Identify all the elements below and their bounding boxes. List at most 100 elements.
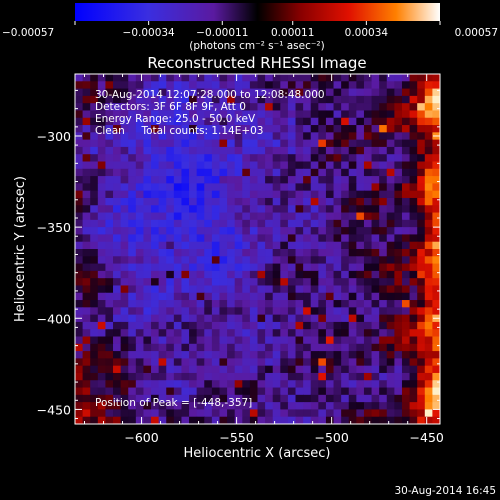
heatmap-cell [363,74,373,82]
heatmap-cell [135,74,145,82]
heatmap-cell [432,249,440,257]
heatmap-cell [379,358,388,367]
heatmap-cell [196,219,205,228]
heatmap-cell [234,168,243,177]
heatmap-cell [158,74,167,82]
heatmap-cell [135,285,145,294]
heatmap-cell [432,292,440,301]
heatmap-cell [151,197,160,206]
heatmap-cell [90,95,99,104]
heatmap-cell [128,197,137,206]
heatmap-cell [227,300,236,308]
heatmap-cell [211,103,221,112]
heatmap-cell [325,343,335,352]
heatmap-cell [90,314,99,323]
heatmap-cell [211,343,221,352]
heatmap-cell [189,394,198,403]
heatmap-cell [394,183,403,192]
heatmap-cell [90,205,99,214]
heatmap-cell [90,358,99,367]
heatmap-cell [325,300,335,308]
heatmap-cell [173,402,183,411]
heatmap-cell [401,74,411,82]
heatmap-cell [151,212,160,221]
heatmap-cell [280,380,289,389]
heatmap-cell [341,402,350,411]
heatmap-cell [257,88,266,97]
heatmap-cell [242,387,251,396]
heatmap-cell [333,307,342,316]
heatmap-cell [120,154,129,163]
heatmap-cell [417,132,426,141]
heatmap-cell [363,343,373,352]
heatmap-cell [310,409,319,418]
heatmap-cell [363,409,373,418]
heatmap-cell [204,183,213,192]
heatmap-cell [287,300,297,308]
heatmap-cell [128,285,137,294]
heatmap-cell [151,88,160,97]
heatmap-cell [386,249,395,257]
heatmap-cell [379,321,388,330]
heatmap-cell [303,409,312,418]
heatmap-cell [242,307,251,316]
heatmap-cell [189,249,198,257]
heatmap-cell [189,402,198,411]
heatmap-cell [303,380,312,389]
heatmap-cell [424,351,433,359]
footer-timestamp: 30-Aug-2014 16:45 [394,485,496,497]
heatmap-cell [75,336,84,345]
heatmap-cell [333,234,342,243]
heatmap-cell [432,154,440,163]
heatmap-cell [394,110,403,119]
heatmap-cell [417,110,426,119]
heatmap-cell [363,394,373,403]
heatmap-cell [105,292,114,301]
heatmap-cell [135,81,145,90]
heatmap-cell [219,212,228,221]
heatmap-cell [356,117,365,126]
heatmap-cell [333,139,342,148]
heatmap-cell [409,117,418,126]
heatmap-cell [227,176,236,184]
heatmap-cell [394,212,403,221]
heatmap-cell [341,241,350,250]
heatmap-cell [401,161,411,170]
heatmap-cell [151,132,160,141]
heatmap-cell [166,343,175,352]
heatmap-cell [333,321,342,330]
heatmap-cell [280,321,289,330]
heatmap-cell [265,270,274,279]
heatmap-cell [196,343,205,352]
heatmap-cell [287,351,297,359]
heatmap-cell [173,351,183,359]
heatmap-cell [90,190,99,199]
heatmap-cell [333,249,342,257]
heatmap-cell [189,212,198,221]
heatmap-cell [318,372,327,381]
heatmap-cell [265,285,274,294]
heatmap-cell [166,249,175,257]
heatmap-cell [303,154,312,163]
heatmap-cell [105,154,114,163]
heatmap-cell [386,343,395,352]
heatmap-cell [348,380,357,389]
heatmap-cell [113,285,122,294]
heatmap-cell [417,321,426,330]
heatmap-cell [234,365,243,374]
heatmap-cell [204,263,213,272]
heatmap-cell [303,321,312,330]
heatmap-cell [135,329,145,338]
heatmap-cell [386,161,395,170]
heatmap-cell [280,146,289,155]
heatmap-cell [211,314,221,323]
heatmap-cell [211,212,221,221]
heatmap-cell [295,110,304,119]
heatmap-cell [417,249,426,257]
heatmap-cell [82,234,91,243]
heatmap-cell [181,146,190,155]
heatmap-cell [75,300,84,308]
heatmap-cell [120,321,129,330]
heatmap-cell [325,212,335,221]
heatmap-cell [280,329,289,338]
